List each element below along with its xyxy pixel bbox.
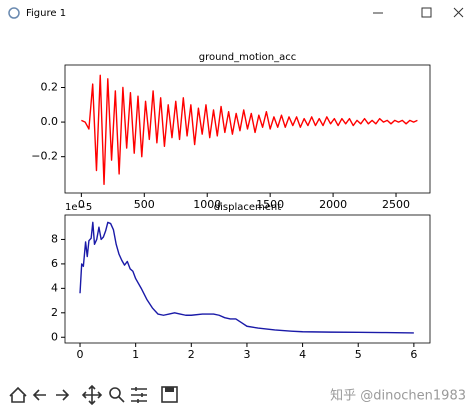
close-button[interactable] xyxy=(453,7,464,18)
toolbar xyxy=(9,384,178,406)
x-tick-label: 500 xyxy=(134,198,155,211)
x-tick-label: 2 xyxy=(188,348,195,361)
x-tick-label: 6 xyxy=(410,348,417,361)
x-tick-label: 3 xyxy=(243,348,250,361)
app-icon xyxy=(8,7,20,19)
y-tick-label: 2 xyxy=(51,306,58,319)
y-tick-label: 0.2 xyxy=(41,80,59,93)
window-title: Figure 1 xyxy=(26,8,66,19)
y-tick-label: 8 xyxy=(51,232,58,245)
forward-button[interactable] xyxy=(56,389,70,401)
x-tick-label: 1500 xyxy=(256,198,284,211)
zoom-button[interactable] xyxy=(109,387,121,399)
x-tick-label: 0 xyxy=(77,348,84,361)
chart-title: displacement xyxy=(214,202,281,213)
home-button[interactable] xyxy=(9,386,27,403)
x-tick-label: 4 xyxy=(299,348,306,361)
x-tick-label: 2500 xyxy=(382,198,410,211)
y-tick-label: 0 xyxy=(51,330,58,343)
y-tick-label: −0.2 xyxy=(31,150,58,163)
pan-button[interactable] xyxy=(81,384,103,406)
x-tick-label: 5 xyxy=(355,348,362,361)
x-tick-label: 2000 xyxy=(319,198,347,211)
back-button[interactable] xyxy=(32,389,46,401)
y-tick-label: 6 xyxy=(51,257,58,270)
x-tick-label: 0 xyxy=(78,198,85,211)
x-tick-label: 1000 xyxy=(193,198,221,211)
y-offset-label: 1e−5 xyxy=(65,202,92,213)
y-tick-label: 0.0 xyxy=(41,115,59,128)
y-tick-label: 4 xyxy=(51,281,58,294)
x-tick-label: 1 xyxy=(132,348,139,361)
chart-title: ground_motion_acc xyxy=(199,52,297,63)
zoom-handle xyxy=(118,396,125,403)
maximize-button[interactable] xyxy=(421,7,432,18)
axes-frame xyxy=(64,214,431,344)
watermark: 知乎 @dinochen1983 xyxy=(330,388,466,404)
data-line xyxy=(81,74,418,186)
axes-frame xyxy=(64,64,431,194)
data-line xyxy=(79,221,414,334)
configure-button[interactable] xyxy=(131,387,147,403)
save-icon-detail xyxy=(165,387,174,392)
